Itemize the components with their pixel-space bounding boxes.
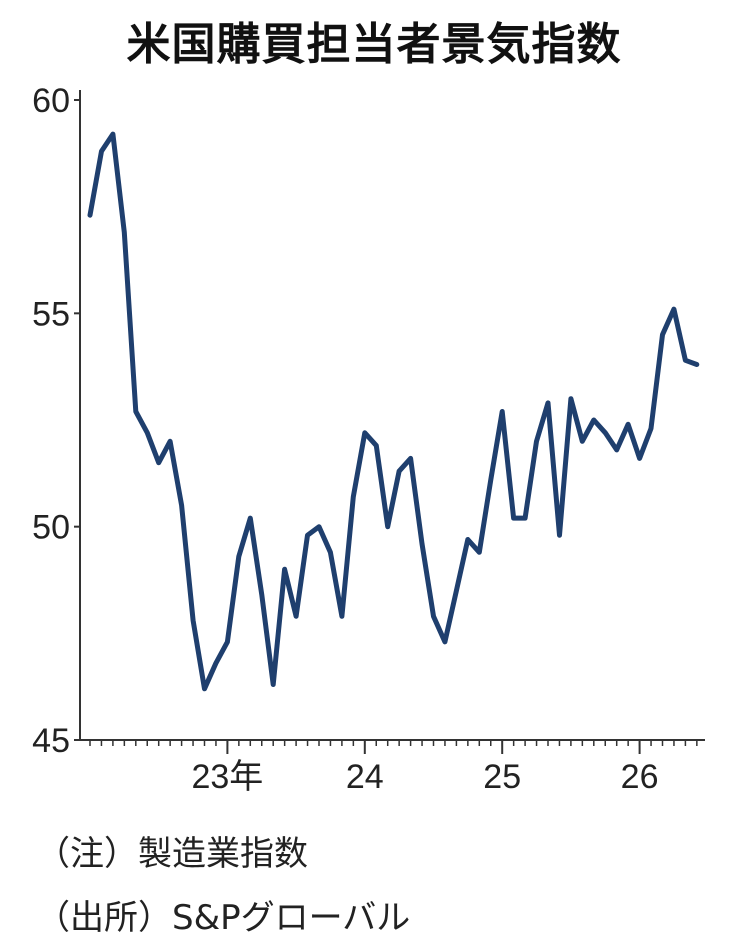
note-text: （注）製造業指数	[36, 834, 308, 874]
x-tick-label: 26	[621, 758, 659, 796]
y-tick-label: 45	[32, 722, 70, 760]
source-text: （出所）S&Pグローバル	[36, 898, 411, 938]
y-tick-label: 55	[32, 295, 70, 333]
y-tick-label: 50	[32, 509, 70, 547]
line-chart: 45 50 55 60 23年 24 25 26	[32, 82, 705, 796]
x-tick-label: 25	[483, 758, 521, 796]
series-line	[87, 131, 700, 692]
x-tick-label: 24	[346, 758, 384, 796]
x-tick-label: 23年	[191, 758, 263, 796]
y-tick-label: 60	[32, 82, 70, 120]
chart-title: 米国購買担当者景気指数	[126, 19, 622, 70]
